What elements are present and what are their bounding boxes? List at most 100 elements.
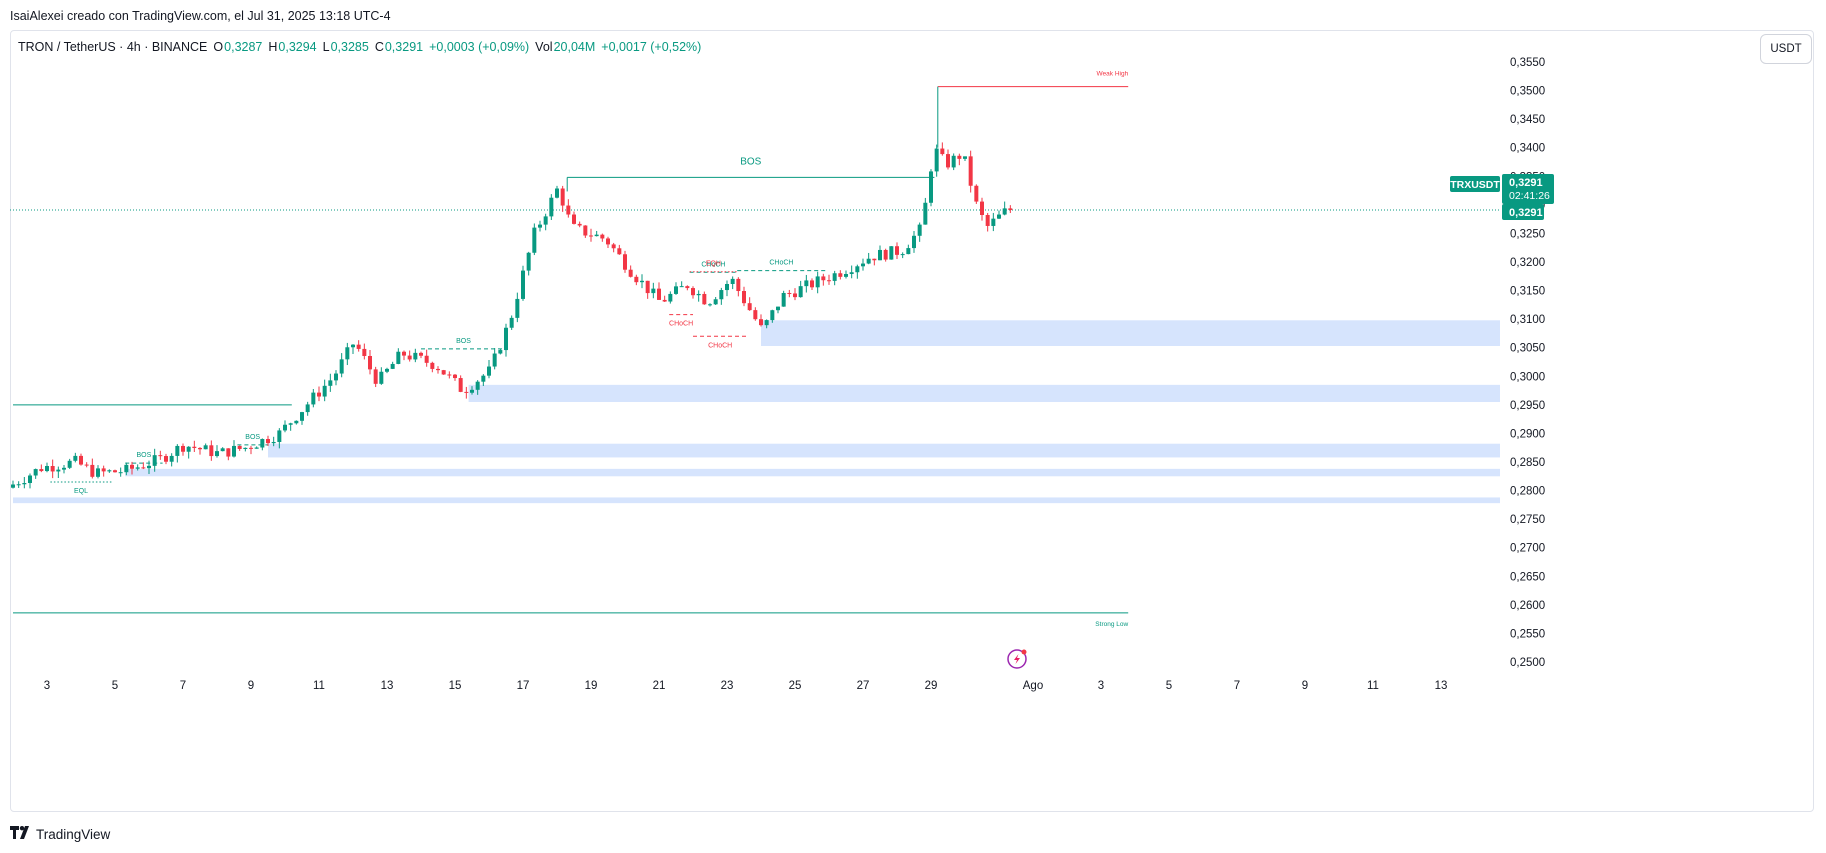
price-change: +0,0003 (+0,09%) xyxy=(429,40,530,54)
candle-body xyxy=(662,299,667,302)
price-tick: 0,2900 xyxy=(1510,428,1545,440)
low-value: 0,3285 xyxy=(330,40,369,54)
price-tick: 0,3400 xyxy=(1510,143,1545,155)
candle-body xyxy=(776,306,780,311)
volume-label: Vol xyxy=(535,40,553,54)
candle-body xyxy=(555,188,559,198)
candle-body xyxy=(963,156,967,159)
candle-body xyxy=(974,185,979,202)
candle-body xyxy=(56,469,61,472)
time-tick: 15 xyxy=(449,680,462,692)
candle-body xyxy=(702,293,707,305)
candle-body xyxy=(713,299,718,305)
candle-body xyxy=(1008,208,1013,210)
candle-body xyxy=(50,466,55,472)
candle-body xyxy=(356,344,361,349)
candle-body xyxy=(266,439,270,444)
candle-body xyxy=(317,392,321,397)
candle-body xyxy=(33,469,38,476)
time-tick: 25 xyxy=(789,680,802,692)
candle-body xyxy=(424,355,429,363)
candle-body xyxy=(878,249,882,261)
time-tick: 5 xyxy=(112,680,118,692)
candle-body xyxy=(770,310,775,321)
symbol-legend: TRON / TetherUS · 4h · BINANCE O 0,3287 H… xyxy=(18,40,701,54)
candle-body xyxy=(271,441,276,444)
candle-body xyxy=(277,430,282,442)
price-label-box xyxy=(1502,174,1554,204)
candle-body xyxy=(651,288,656,294)
candle-body xyxy=(968,156,973,186)
candle-body xyxy=(832,273,837,281)
currency-button[interactable]: USDT xyxy=(1760,34,1812,64)
candle-body xyxy=(294,420,299,424)
candle-body xyxy=(373,369,378,384)
candle-body xyxy=(79,455,83,465)
candle-body xyxy=(260,439,265,448)
price-tick: 0,3200 xyxy=(1510,257,1545,269)
candle-body xyxy=(453,374,457,379)
candle-body xyxy=(226,448,231,457)
candle-body xyxy=(362,348,367,356)
candle-body xyxy=(169,455,174,462)
candle-body xyxy=(645,280,650,294)
structure-label: CHoCH xyxy=(669,321,693,328)
candle-body xyxy=(866,258,871,264)
candle-body xyxy=(311,392,316,405)
close-label: C xyxy=(374,40,384,54)
order-block-zone xyxy=(468,384,1501,402)
price-tick: 0,3150 xyxy=(1510,286,1545,298)
time-tick: 17 xyxy=(517,680,530,692)
candle-body xyxy=(147,465,151,469)
candle-body xyxy=(232,445,236,457)
candle-body xyxy=(515,298,520,318)
volume-change: +0,0017 (+0,52%) xyxy=(601,40,702,54)
candle-body xyxy=(220,448,225,452)
price-tick: 0,2600 xyxy=(1510,600,1545,612)
candle-body xyxy=(657,288,661,300)
candle-body xyxy=(985,214,990,226)
candle-body xyxy=(951,155,956,168)
candle-body xyxy=(532,227,537,253)
symbol-name[interactable]: TRON / TetherUS · 4h · BINANCE xyxy=(18,40,208,54)
candle-body xyxy=(215,451,219,457)
candle-body xyxy=(447,374,452,376)
candle-body xyxy=(906,248,911,255)
high-label: H xyxy=(268,40,278,54)
candle-body xyxy=(28,475,32,484)
candle-body xyxy=(753,310,758,320)
candle-body xyxy=(430,362,435,369)
candle-body xyxy=(475,381,480,390)
price-tick: 0,2650 xyxy=(1510,571,1545,583)
candle-body xyxy=(90,464,95,477)
price-tick: 0,3250 xyxy=(1510,228,1545,240)
candle-body xyxy=(135,467,140,469)
candle-body xyxy=(742,291,746,304)
time-tick: 23 xyxy=(721,680,734,692)
candle-body xyxy=(402,351,406,356)
time-tick: 9 xyxy=(248,680,254,692)
structure-label: Weak High xyxy=(1097,71,1129,78)
footer-brand[interactable]: TradingView xyxy=(10,826,110,842)
structure-label: EQL xyxy=(74,488,88,495)
time-tick: 11 xyxy=(1367,680,1379,692)
candle-body xyxy=(861,263,865,267)
time-tick: 29 xyxy=(925,680,938,692)
structure-label: CHoCH xyxy=(769,260,793,267)
low-label: L xyxy=(322,40,330,54)
time-tick: Ago xyxy=(1023,680,1043,692)
candle-body xyxy=(526,252,531,271)
candle-body xyxy=(589,235,593,237)
candle-body xyxy=(118,472,123,474)
candle-body xyxy=(957,155,962,159)
structure-label: BOS xyxy=(456,338,471,345)
lightning-icon[interactable] xyxy=(1007,649,1027,669)
chart-caption: IsaiAlexei creado con TradingView.com, e… xyxy=(10,9,391,23)
candle-body xyxy=(84,464,89,466)
lightning-icon-bolt xyxy=(1014,654,1020,664)
symbol-tag: TRXUSDT xyxy=(1450,179,1500,191)
notification-dot xyxy=(1021,649,1027,655)
candle-body xyxy=(793,293,797,298)
candle-body xyxy=(113,470,117,473)
